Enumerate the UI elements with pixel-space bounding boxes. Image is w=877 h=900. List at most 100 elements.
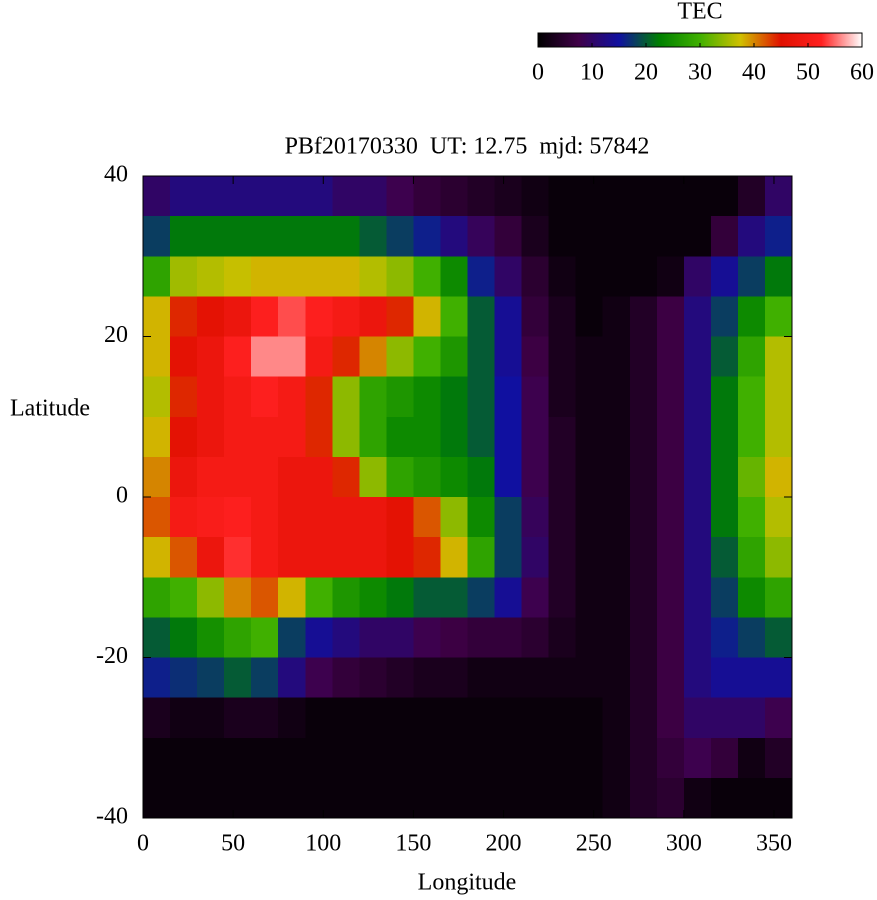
heatmap-cell: [143, 497, 171, 538]
heatmap-cell: [413, 456, 441, 498]
heatmap-cell: [170, 577, 198, 618]
heatmap-cell: [197, 537, 225, 578]
heatmap-cell: [548, 256, 577, 297]
heatmap-cell: [413, 256, 441, 297]
heatmap-cell: [467, 176, 496, 217]
heatmap-cell: [197, 777, 225, 819]
heatmap-cell: [386, 176, 414, 217]
heatmap-cell: [413, 376, 441, 418]
heatmap-cell: [602, 296, 631, 337]
heatmap-cell: [683, 697, 712, 739]
heatmap-cell: [413, 697, 441, 739]
heatmap-cell: [197, 577, 225, 618]
heatmap-cell: [737, 456, 766, 498]
heatmap-cell: [332, 256, 360, 297]
heatmap-cell: [359, 577, 387, 618]
colorbar-tick-label: 20: [634, 60, 658, 86]
heatmap-cell: [170, 697, 198, 739]
heatmap-cell: [251, 697, 279, 739]
heatmap-cell: [656, 497, 685, 538]
heatmap-cell: [332, 376, 360, 418]
heatmap: [143, 176, 793, 819]
heatmap-cell: [413, 296, 441, 337]
heatmap-cell: [413, 657, 441, 699]
heatmap-cell: [629, 216, 658, 257]
heatmap-cell: [575, 376, 604, 418]
heatmap-cell: [602, 216, 631, 257]
heatmap-cell: [521, 336, 550, 378]
heatmap-cell: [224, 497, 252, 538]
heatmap-cell: [224, 416, 252, 458]
heatmap-cell: [332, 296, 360, 337]
heatmap-cell: [629, 456, 658, 498]
heatmap-cell: [737, 737, 766, 779]
heatmap-cell: [494, 456, 523, 498]
heatmap-cell: [197, 617, 225, 658]
heatmap-cell: [548, 697, 577, 739]
heatmap-cell: [413, 577, 441, 618]
heatmap-cell: [251, 617, 279, 658]
heatmap-cell: [467, 577, 496, 618]
heatmap-cell: [467, 416, 496, 458]
heatmap-cell: [656, 216, 685, 257]
heatmap-cell: [548, 577, 577, 618]
heatmap-cell: [575, 416, 604, 458]
y-axis-label: Latitude: [10, 396, 90, 422]
heatmap-cell: [305, 737, 333, 779]
heatmap-cell: [197, 296, 225, 337]
heatmap-cell: [737, 497, 766, 538]
heatmap-cell: [224, 296, 252, 337]
heatmap-cell: [224, 617, 252, 658]
heatmap-cell: [359, 617, 387, 658]
heatmap-cell: [737, 216, 766, 257]
heatmap-cell: [764, 737, 793, 779]
heatmap-cell: [629, 256, 658, 297]
heatmap-cell: [494, 256, 523, 297]
heatmap-cell: [224, 336, 252, 378]
heatmap-cell: [656, 657, 685, 699]
heatmap-cell: [305, 617, 333, 658]
heatmap-cell: [143, 376, 171, 418]
heatmap-cell: [386, 296, 414, 337]
heatmap-cell: [278, 497, 306, 538]
heatmap-cell: [440, 416, 468, 458]
heatmap-cell: [602, 537, 631, 578]
heatmap-cell: [521, 256, 550, 297]
heatmap-cell: [521, 296, 550, 337]
heatmap-cell: [467, 737, 496, 779]
heatmap-cell: [278, 537, 306, 578]
heatmap-cell: [737, 336, 766, 378]
heatmap-cell: [683, 537, 712, 578]
heatmap-cell: [710, 537, 739, 578]
heatmap-cell: [224, 697, 252, 739]
heatmap-cell: [548, 657, 577, 699]
heatmap-cell: [170, 296, 198, 337]
heatmap-cell: [224, 256, 252, 297]
heatmap-cell: [224, 537, 252, 578]
heatmap-cell: [710, 657, 739, 699]
heatmap-cell: [143, 777, 171, 819]
heatmap-cell: [764, 697, 793, 739]
heatmap-cell: [278, 777, 306, 819]
y-tick-label: 40: [104, 162, 128, 188]
heatmap-cell: [494, 216, 523, 257]
heatmap-cell: [494, 617, 523, 658]
heatmap-cell: [629, 336, 658, 378]
heatmap-cell: [467, 296, 496, 337]
heatmap-cell: [764, 416, 793, 458]
heatmap-cell: [710, 697, 739, 739]
heatmap-cell: [143, 176, 171, 217]
heatmap-cell: [656, 737, 685, 779]
heatmap-cell: [332, 617, 360, 658]
heatmap-cell: [170, 617, 198, 658]
heatmap-cell: [548, 216, 577, 257]
heatmap-cell: [143, 577, 171, 618]
heatmap-cell: [467, 697, 496, 739]
heatmap-cell: [494, 336, 523, 378]
heatmap-cell: [467, 256, 496, 297]
heatmap-cell: [332, 497, 360, 538]
heatmap-cell: [170, 256, 198, 297]
heatmap-cell: [305, 256, 333, 297]
heatmap-cell: [764, 657, 793, 699]
heatmap-cell: [710, 216, 739, 257]
